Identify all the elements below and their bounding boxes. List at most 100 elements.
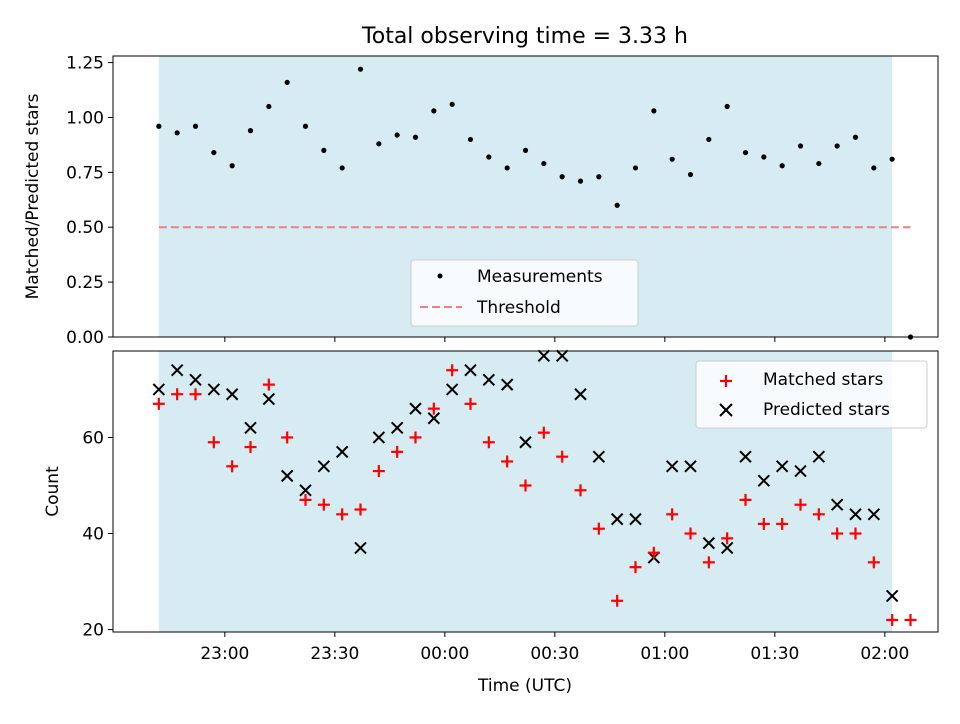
- x-tick-label: 01:30: [750, 644, 799, 664]
- predicted-stars-point: [537, 349, 551, 363]
- predicted-stars-point: [867, 508, 881, 521]
- y-tick-label: 0.50: [66, 218, 104, 238]
- matched-stars-point: [427, 402, 440, 415]
- predicted-stars-point: [317, 460, 331, 473]
- measurement-point: [522, 147, 529, 153]
- measurement-point: [577, 178, 584, 184]
- matched-stars-point: [299, 493, 312, 506]
- matched-stars-point: [336, 508, 349, 521]
- y-tick-label: 0.25: [66, 273, 104, 293]
- measurement-point: [394, 132, 400, 138]
- predicted-stroke: [280, 469, 294, 483]
- x-tick-label: 23:30: [310, 644, 359, 664]
- top-legend-box: [410, 259, 639, 327]
- matched-stars-point: [482, 436, 495, 449]
- bottom-legend: Matched stars Predicted stars: [695, 360, 928, 429]
- predicted-stroke: [244, 421, 257, 435]
- y-tick-label: 0.00: [66, 328, 104, 348]
- predicted-stroke: [610, 512, 624, 526]
- measurement-point: [596, 174, 602, 180]
- predicted-stars-point: [390, 421, 404, 435]
- matched-stars-point: [702, 556, 715, 569]
- predicted-stroke: [592, 450, 606, 463]
- predicted-stroke: [354, 541, 367, 555]
- measurement-point: [742, 149, 749, 156]
- measurement-point: [376, 141, 382, 147]
- predicted-stars-point: [830, 498, 844, 511]
- predicted-stroke: [739, 450, 752, 463]
- matched-stars-point: [446, 364, 459, 377]
- predicted-stroke: [207, 383, 221, 396]
- measurement-point: [651, 108, 657, 114]
- measurement-point: [834, 143, 840, 149]
- measurement-point: [174, 130, 180, 136]
- x-tick-label: 23:00: [200, 644, 249, 664]
- predicted-stroke: [849, 508, 862, 521]
- top-measurement-points: [156, 66, 914, 340]
- predicted-stroke: [409, 402, 422, 415]
- matched-stars-point: [886, 613, 899, 626]
- matched-stars-point: [684, 527, 697, 540]
- predicted-stroke: [317, 460, 331, 473]
- top-x-ticks: [224, 337, 886, 342]
- predicted-stars-point: [207, 383, 221, 396]
- predicted-stroke: [299, 484, 312, 497]
- predicted-stars-point: [775, 460, 789, 473]
- predicted-stroke: [335, 445, 349, 459]
- predicted-stroke: [885, 589, 899, 603]
- measurement-point: [357, 66, 364, 72]
- matched-stars-point: [501, 455, 514, 468]
- measurement-point: [724, 103, 730, 110]
- matched-stars-point: [739, 493, 752, 506]
- measurement-point: [706, 136, 712, 143]
- matched-stars-point: [794, 498, 807, 511]
- predicted-stroke: [720, 541, 734, 555]
- bottom-plot-frame: [112, 350, 939, 633]
- predicted-stroke: [170, 364, 184, 377]
- predicted-stars-point: [445, 383, 459, 396]
- measurement-point: [247, 128, 254, 134]
- matched-stars-point: [354, 503, 367, 516]
- predicted-stroke: [189, 373, 202, 387]
- predicted-stars-point: [739, 450, 752, 463]
- legend-measurements-label: Measurements: [477, 267, 603, 287]
- bottom-legend-box: [695, 360, 928, 429]
- measurement-point: [321, 147, 327, 153]
- predicted-stroke: [372, 431, 386, 444]
- predicted-stars-point: [720, 541, 734, 555]
- matched-stars-point: [537, 426, 550, 439]
- predicted-stars-point: [592, 450, 606, 463]
- y-tick-label: 0.75: [66, 163, 104, 183]
- y-tick-label: 1.00: [66, 108, 104, 128]
- matched-stars-point: [244, 441, 257, 454]
- legend-predicted-marker: [719, 403, 733, 417]
- measurement-point: [816, 160, 822, 167]
- predicted-stars-point: [372, 431, 386, 444]
- predicted-stroke: [500, 378, 514, 391]
- y-tick-label: 20: [82, 621, 104, 641]
- measurement-point: [412, 134, 419, 140]
- matched-stars-point: [317, 498, 330, 511]
- y-tick-label: 1.25: [66, 54, 104, 74]
- predicted-stroke: [794, 464, 807, 478]
- bottom-count-points: [152, 349, 917, 626]
- predicted-stroke: [775, 460, 789, 473]
- predicted-stars-point: [757, 474, 771, 487]
- predicted-stars-point: [812, 450, 826, 463]
- predicted-stars-point: [885, 589, 899, 603]
- top-panel: 0.00 0.25 0.50 0.75 1.00 1.25 Total observing…: [23, 24, 939, 348]
- predicted-stroke: [537, 349, 551, 363]
- predicted-stroke: [665, 460, 679, 473]
- x-tick-label: 00:30: [530, 644, 579, 664]
- measurement-point: [431, 108, 437, 114]
- y-tick-label: 60: [82, 428, 104, 448]
- matched-stars-point: [611, 594, 624, 607]
- measurement-point: [192, 123, 199, 129]
- predicted-stars-point: [684, 460, 697, 473]
- predicted-stroke: [757, 474, 771, 487]
- measurement-point: [871, 165, 877, 171]
- measurement-point: [632, 165, 639, 171]
- measurement-point: [852, 134, 859, 140]
- predicted-stroke: [519, 436, 532, 449]
- matched-stars-point: [721, 532, 734, 545]
